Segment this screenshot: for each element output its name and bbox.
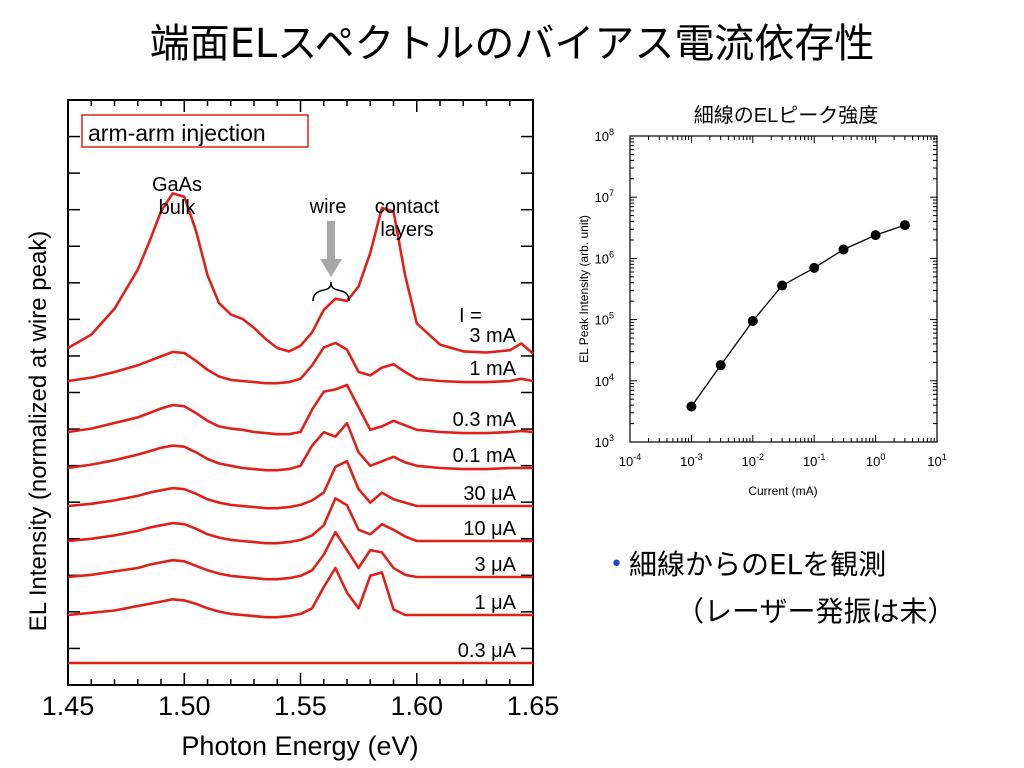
intensity-frame bbox=[629, 135, 938, 443]
current-label: 30 μA bbox=[463, 483, 516, 505]
spectra-y-axis-title: EL Intensity (normalized at wire peak) bbox=[25, 231, 52, 632]
wire-arrow-head bbox=[320, 259, 342, 277]
x-tick-label: 10-3 bbox=[680, 452, 702, 469]
intensity-tick-labels: 10-4 10-3 10-2 10-1 100 101 103 104 105 106 107 108 bbox=[595, 127, 947, 469]
current-label: 0.1 mA bbox=[453, 445, 517, 467]
data-point bbox=[686, 401, 697, 412]
y-tick-label: 104 bbox=[595, 372, 614, 389]
bullet-text: 細線からのELを観測 bbox=[628, 548, 887, 581]
intensity-title: 細線のELピーク強度 bbox=[694, 104, 878, 127]
annotation-contact-line2: layers bbox=[380, 219, 433, 241]
y-tick-label: 107 bbox=[595, 188, 614, 205]
legend-box-label: arm-arm injection bbox=[88, 120, 266, 146]
spectrum-curve bbox=[67, 566, 533, 619]
y-tick-label: 108 bbox=[595, 127, 614, 144]
y-tick-label: 103 bbox=[595, 433, 614, 450]
spectra-curves bbox=[67, 192, 534, 665]
x-tick-label: 1.50 bbox=[158, 691, 211, 721]
bullet-item: • 細線からのELを観測 bbox=[610, 547, 886, 583]
wire-brace bbox=[312, 281, 350, 302]
x-tick-label: 10-1 bbox=[803, 452, 825, 469]
x-tick-label: 1.55 bbox=[274, 691, 327, 721]
x-tick-label: 100 bbox=[866, 452, 885, 469]
annotation-wire: wire bbox=[309, 196, 347, 218]
spectra-current-labels: 3 mA 1 mA 0.3 mA 0.1 mA 30 μA 10 μA 3 μA 1 μA 0.… bbox=[453, 325, 517, 662]
data-point bbox=[809, 262, 820, 273]
intensity-y-axis-title: EL Peak Intensity (arb. unit) bbox=[577, 215, 591, 363]
wire-arrow-shaft bbox=[327, 221, 335, 261]
current-label: 0.3 mA bbox=[453, 409, 517, 431]
current-label: 1 μA bbox=[474, 592, 516, 614]
bullet-dot-icon: • bbox=[610, 552, 623, 577]
intensity-line bbox=[690, 224, 906, 407]
spectrum-curve bbox=[67, 497, 533, 545]
data-point bbox=[715, 360, 726, 371]
spectrum-curve bbox=[67, 459, 533, 510]
data-point bbox=[899, 220, 910, 231]
intensity-chart: 細線のELピーク強度 10-4 10-3 10-2 10-1 100 1011031041… bbox=[577, 104, 947, 498]
current-label: 0.3 μA bbox=[458, 640, 517, 662]
spectrum-curve bbox=[67, 383, 534, 436]
current-label: 1 mA bbox=[469, 358, 516, 380]
annotation-contact-line1: contact bbox=[375, 196, 440, 218]
current-label: 3 mA bbox=[469, 325, 516, 347]
current-header: I = bbox=[459, 305, 482, 327]
annotation-bulk-line2: bulk bbox=[159, 197, 197, 219]
data-point bbox=[838, 244, 849, 255]
spectra-frame bbox=[67, 99, 534, 686]
spectrum-curve bbox=[67, 530, 533, 581]
slide-title: 端面ELスペクトルのバイアス電流依存性 bbox=[149, 21, 875, 67]
spectra-xtick-labels: 1.45 1.50 1.55 1.60 1.65 bbox=[42, 691, 560, 721]
x-tick-label: 10-4 bbox=[619, 452, 641, 469]
intensity-points bbox=[686, 220, 910, 412]
spectra-x-axis-title: Photon Energy (eV) bbox=[181, 731, 418, 761]
intensity-x-axis-title: Current (mA) bbox=[748, 484, 817, 498]
x-tick-label: 1.60 bbox=[390, 691, 443, 721]
x-tick-label: 1.45 bbox=[42, 691, 95, 721]
spectrum-curve bbox=[67, 192, 534, 355]
data-point bbox=[870, 230, 881, 241]
data-point bbox=[747, 315, 758, 326]
spectrum-curve bbox=[67, 341, 534, 385]
y-tick-label: 106 bbox=[595, 249, 614, 266]
current-label: 3 μA bbox=[474, 554, 516, 576]
x-tick-label: 101 bbox=[927, 452, 946, 469]
x-tick-label: 10-2 bbox=[742, 452, 764, 469]
current-label: 10 μA bbox=[463, 518, 516, 540]
bullet-subtext: （レーザー発振は未） bbox=[676, 595, 956, 628]
spectra-chart: 1.45 1.50 1.55 1.60 1.65 3 mA 1 mA 0.3 mA 0.1 m… bbox=[25, 99, 560, 761]
y-tick-label: 105 bbox=[595, 311, 614, 328]
x-tick-label: 1.65 bbox=[507, 691, 560, 721]
annotation-bulk-line1: GaAs bbox=[152, 174, 202, 196]
spectrum-curve bbox=[67, 421, 533, 472]
data-point bbox=[777, 280, 788, 291]
intensity-ticks bbox=[629, 135, 938, 443]
spectra-ticks bbox=[67, 100, 534, 685]
legend-box bbox=[81, 114, 309, 148]
